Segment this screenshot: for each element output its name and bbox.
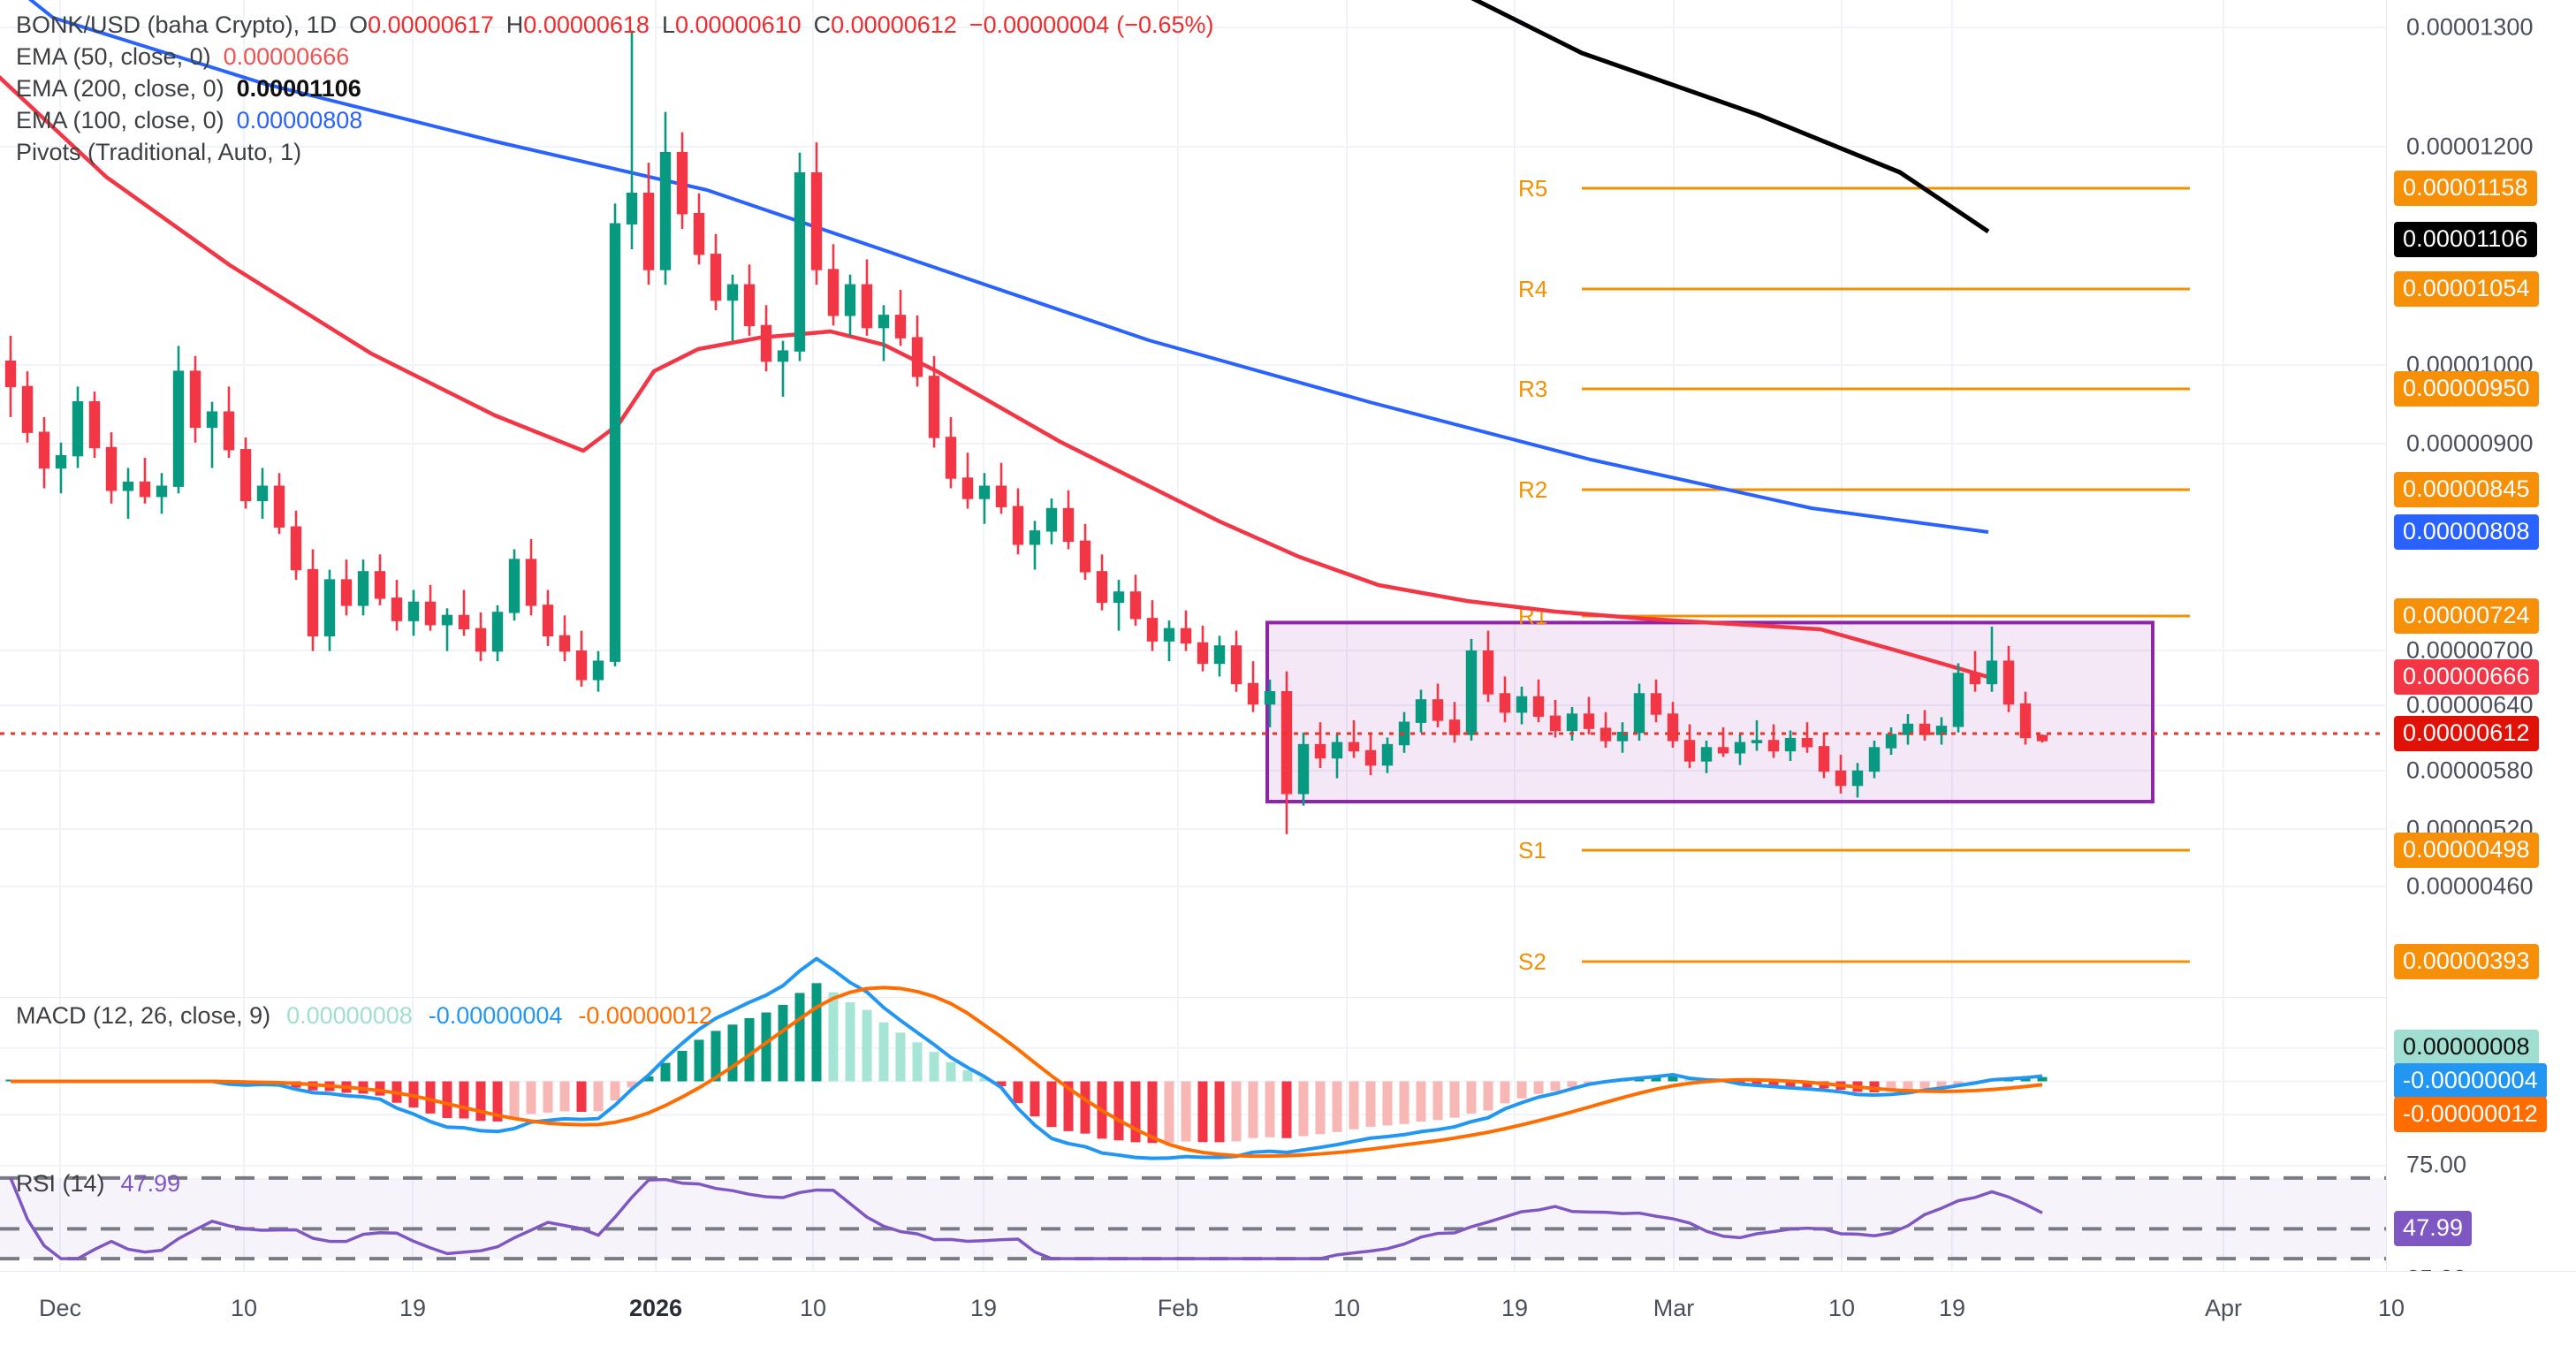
axis-price-badge[interactable]: 0.00000008 — [2394, 1030, 2539, 1065]
time-label: Feb — [1157, 1295, 1199, 1321]
price-scale[interactable]: 0.00001300 0.00001200 0.00001000 0.00000900… — [2386, 0, 2576, 1292]
time-label: 10 — [1828, 1295, 1856, 1321]
rsi-label: RSI (14) — [16, 1170, 105, 1197]
rsi-pane-drawing — [0, 1165, 2392, 1271]
time-label: 10 — [799, 1295, 827, 1321]
axis-tick: 75.00 — [2406, 1151, 2467, 1178]
axis-price-badge[interactable]: 0.00000724 — [2394, 598, 2539, 634]
time-label: 10 — [1333, 1295, 1361, 1321]
time-label: 10 — [230, 1295, 258, 1321]
macd-pane-drawing — [0, 956, 2392, 1165]
axis-price-badge[interactable]: 0.00001158 — [2394, 171, 2537, 206]
axis-tick: 0.00000700 — [2406, 636, 2534, 664]
axis-price-badge[interactable]: 0.00000666 — [2394, 659, 2539, 695]
axis-price-badge[interactable]: -0.00000004 — [2394, 1063, 2547, 1099]
time-label: 19 — [399, 1295, 427, 1321]
rsi-pane[interactable] — [0, 1165, 2392, 1271]
time-label: 10 — [2377, 1295, 2405, 1321]
axis-tick: 0.00000640 — [2406, 691, 2534, 719]
time-label: 19 — [969, 1295, 998, 1321]
time-label: 19 — [1938, 1295, 1966, 1321]
axis-tick: 0.00000580 — [2406, 757, 2534, 784]
time-label: 2026 — [628, 1295, 683, 1321]
svg-text:S2: S2 — [1518, 948, 1546, 975]
time-scale[interactable]: Dec 10 19 2026 10 19 Feb 10 19 Mar 10 19 Apr 10 — [0, 1271, 2576, 1354]
time-label: Apr — [2204, 1295, 2243, 1321]
legend-row-macd[interactable]: MACD (12, 26, close, 9) 0.00000008 -0.00… — [16, 1000, 712, 1031]
rsi-value: 47.99 — [120, 1170, 181, 1197]
time-label: Dec — [38, 1295, 82, 1321]
svg-text:R5: R5 — [1518, 175, 1547, 202]
rsi-legend: RSI (14) 47.99 — [16, 1168, 180, 1198]
axis-tick: 0.00001300 — [2406, 13, 2534, 41]
axis-tick: 0.00000900 — [2406, 430, 2534, 457]
svg-text:R2: R2 — [1518, 476, 1547, 503]
axis-price-badge[interactable]: 47.99 — [2394, 1211, 2473, 1246]
axis-price-badge[interactable]: 0.00001054 — [2394, 271, 2539, 307]
macd-line-value: -0.00000004 — [428, 1002, 563, 1029]
svg-text:R3: R3 — [1518, 376, 1547, 402]
axis-price-badge[interactable]: 0.00000393 — [2394, 944, 2539, 979]
axis-price-badge[interactable]: -0.00000012 — [2394, 1097, 2547, 1132]
axis-tick: 0.00000460 — [2406, 872, 2534, 900]
axis-price-badge[interactable]: 0.00001106 — [2394, 222, 2537, 257]
macd-legend: MACD (12, 26, close, 9) 0.00000008 -0.00… — [16, 1000, 712, 1031]
svg-text:S1: S1 — [1518, 837, 1546, 863]
axis-tick: 0.00001200 — [2406, 133, 2534, 160]
svg-text:R4: R4 — [1518, 276, 1547, 302]
price-pane[interactable]: R5 R4 R3 R2 R1 S1 S2 — [0, 0, 2392, 997]
legend-row-rsi[interactable]: RSI (14) 47.99 — [16, 1168, 180, 1198]
axis-price-badge[interactable]: 0.00000950 — [2394, 371, 2539, 407]
axis-price-badge[interactable]: 0.00000498 — [2394, 833, 2539, 868]
axis-price-badge[interactable]: 0.00000845 — [2394, 472, 2539, 507]
macd-hist-value: 0.00000008 — [286, 1002, 413, 1029]
macd-pane[interactable] — [0, 956, 2392, 1165]
macd-signal-value: -0.00000012 — [578, 1002, 713, 1029]
axis-price-badge[interactable]: 0.00000808 — [2394, 514, 2539, 550]
time-label: Mar — [1653, 1295, 1695, 1321]
time-label: 19 — [1501, 1295, 1529, 1321]
macd-label: MACD (12, 26, close, 9) — [16, 1002, 271, 1029]
axis-price-badge[interactable]: 0.00000612 — [2394, 716, 2539, 751]
